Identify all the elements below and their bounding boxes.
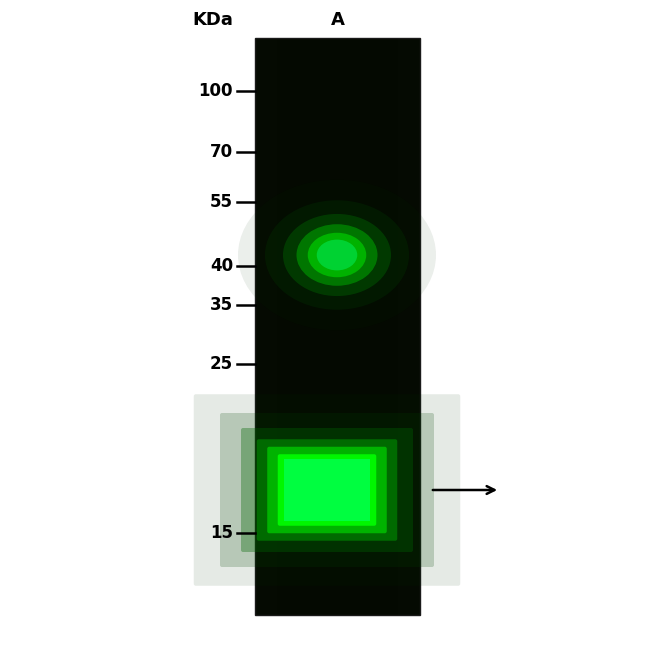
FancyBboxPatch shape [241, 428, 413, 552]
FancyBboxPatch shape [267, 447, 387, 533]
FancyBboxPatch shape [194, 395, 460, 586]
Text: 70: 70 [210, 143, 233, 161]
Text: 40: 40 [210, 257, 233, 275]
Ellipse shape [317, 240, 358, 270]
Ellipse shape [238, 180, 436, 330]
Ellipse shape [265, 200, 409, 309]
Text: A: A [331, 11, 345, 29]
Text: 35: 35 [210, 296, 233, 313]
FancyBboxPatch shape [257, 439, 397, 541]
FancyBboxPatch shape [278, 454, 376, 526]
Ellipse shape [307, 233, 366, 278]
Bar [284, 460, 370, 521]
Text: KDa: KDa [192, 11, 233, 29]
Ellipse shape [296, 224, 378, 286]
Text: 25: 25 [210, 355, 233, 373]
Text: 55: 55 [210, 194, 233, 211]
Text: 15: 15 [210, 524, 233, 542]
Text: 100: 100 [198, 82, 233, 100]
Bar [255, 38, 420, 615]
Ellipse shape [283, 214, 391, 296]
FancyBboxPatch shape [220, 413, 434, 567]
